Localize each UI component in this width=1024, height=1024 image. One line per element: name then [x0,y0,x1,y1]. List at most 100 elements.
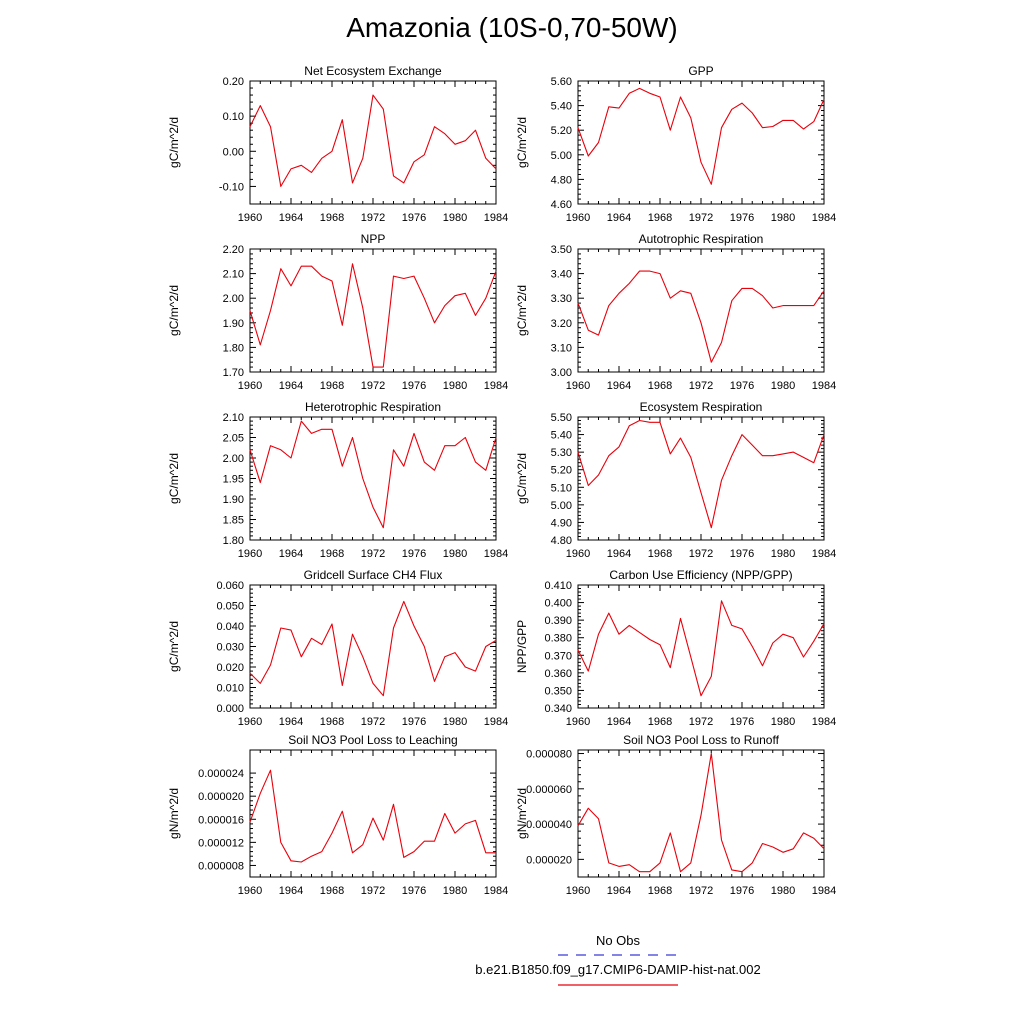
x-tick-label: 1984 [484,380,508,392]
x-tick-label: 1972 [361,380,385,392]
x-tick-label: 1976 [402,380,426,392]
series-line [577,752,825,873]
x-tick-label: 1964 [607,548,631,560]
y-tick-label: 1.90 [223,318,244,330]
x-tick-label: 1960 [566,716,590,728]
y-axis-label: gN/m^2/d [167,788,181,839]
x-tick-label: 1960 [566,548,590,560]
y-axis-label: NPP/GPP [515,620,529,673]
y-tick-label: 0.380 [544,633,572,645]
x-tick-label: 1964 [279,716,303,728]
panel-title: Autotrophic Respiration [639,232,764,246]
x-tick-label: 1976 [730,212,754,224]
x-tick-label: 1984 [484,885,508,897]
x-tick-label: 1968 [320,548,344,560]
x-tick-label: 1968 [320,716,344,728]
y-tick-label: 0.370 [544,650,572,662]
y-tick-label: 0.000012 [198,837,244,849]
x-tick-label: 1976 [402,212,426,224]
panel-title: Net Ecosystem Exchange [304,64,442,78]
x-tick-label: 1980 [771,380,795,392]
y-tick-label: 0.000020 [526,854,572,866]
x-tick-label: 1960 [238,885,262,897]
plot-frame [577,80,825,205]
panel-title: GPP [688,64,713,78]
x-tick-label: 1972 [361,212,385,224]
series-line [249,94,497,187]
y-tick-label: 0.020 [216,662,244,674]
x-tick-label: 1984 [484,716,508,728]
panel-10: Soil NO3 Pool Loss to RunoffgN/m^2/d0.00… [515,733,836,897]
y-tick-label: 2.10 [223,269,244,281]
x-tick-label: 1976 [730,548,754,560]
x-tick-label: 1980 [443,212,467,224]
x-tick-label: 1980 [771,716,795,728]
x-tick-label: 1972 [689,212,713,224]
x-tick-label: 1964 [279,885,303,897]
panel-8: Carbon Use Efficiency (NPP/GPP) NPP/GPP 0.… [515,568,836,728]
y-tick-label: 4.90 [551,517,572,529]
panel-title: Gridcell Surface CH4 Flux [304,568,443,582]
y-tick-label: 0.000080 [526,749,572,761]
y-axis-label: gC/m^2/d [167,117,181,168]
y-tick-label: 5.40 [551,430,572,442]
panel-5: Heterotrophic Respiration gC/m^2/d 2.10 2.0… [167,400,508,560]
x-tick-label: 1976 [730,380,754,392]
x-tick-label: 1980 [443,548,467,560]
panel-9: Soil NO3 Pool Loss to Leaching gN/m^2/d 0.… [167,733,508,897]
y-tick-label: 0.000008 [198,860,244,872]
y-tick-label: 0.360 [544,668,572,680]
y-tick-label: 2.10 [223,412,244,424]
plot-frame [577,584,825,709]
y-tick-label: 0.000016 [198,814,244,826]
panel-4: Autotrophic Respiration gC/m^2/d 3.50 3.40 3… [515,232,836,392]
y-axis-label: gC/m^2/d [515,453,529,504]
y-tick-label: 2.05 [223,433,244,445]
y-tick-label: 0.000040 [526,819,572,831]
x-tick-label: 1980 [771,212,795,224]
plot-frame [249,248,497,373]
y-tick-label: 0.350 [544,685,572,697]
x-tick-label: 1972 [361,716,385,728]
y-tick-label: -0.10 [219,181,244,193]
y-axis-label: gC/m^2/d [167,453,181,504]
y-tick-label: 4.80 [551,535,572,547]
y-tick-label: 0.050 [216,601,244,613]
x-tick-label: 1960 [238,716,262,728]
x-tick-label: 1976 [402,885,426,897]
y-tick-label: 5.20 [551,465,572,477]
panel-7: Gridcell Surface CH4 Flux gC/m^2/d 0.060 0.… [167,568,508,728]
x-tick-label: 1964 [279,380,303,392]
legend-line-obs [558,954,678,956]
plot-frame [249,749,497,878]
y-tick-label: 0.20 [223,76,244,88]
panel-title: Heterotrophic Respiration [305,400,441,414]
x-tick-label: 1980 [443,885,467,897]
x-tick-label: 1960 [566,212,590,224]
y-tick-label: 5.30 [551,447,572,459]
series-line [249,600,497,697]
y-tick-label: 0.410 [544,580,572,592]
y-tick-label: 5.00 [551,150,572,162]
y-tick-label: 4.80 [551,174,572,186]
panel-title: Ecosystem Respiration [640,400,763,414]
x-tick-label: 1968 [648,380,672,392]
panel-title: NPP [361,232,386,246]
figure-title: Amazonia (10S-0,70-50W) [346,12,678,43]
y-tick-label: 5.20 [551,125,572,137]
series-line [577,600,825,697]
x-tick-label: 1968 [648,885,672,897]
x-tick-label: 1960 [566,885,590,897]
y-tick-label: 0.10 [223,111,244,123]
x-tick-label: 1964 [279,548,303,560]
x-tick-label: 1972 [361,885,385,897]
y-axis-label: gN/m^2/d [515,788,529,839]
y-tick-label: 1.80 [223,535,244,547]
x-tick-label: 1976 [402,716,426,728]
y-tick-label: 0.390 [544,615,572,627]
x-tick-label: 1960 [566,380,590,392]
x-tick-label: 1964 [279,212,303,224]
y-tick-label: 3.00 [551,367,572,379]
